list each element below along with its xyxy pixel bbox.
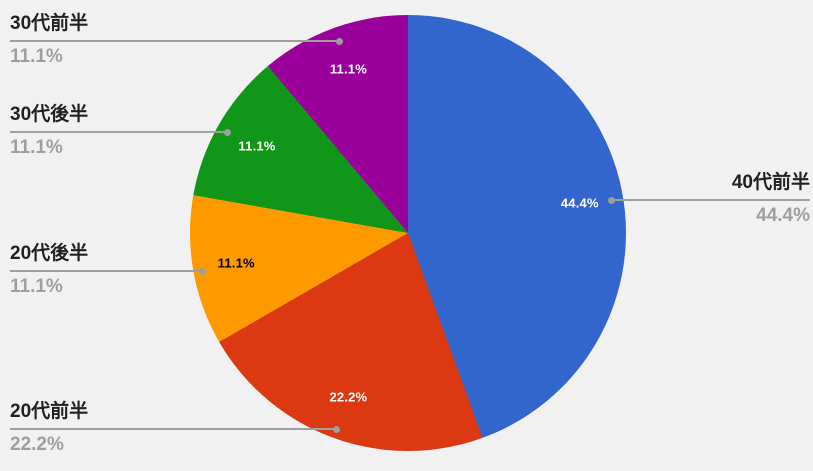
callout-percent: 11.1% <box>10 137 63 158</box>
leader-dot <box>336 37 343 45</box>
leader-line <box>10 128 231 136</box>
callout-label: 20代前半 <box>10 401 89 422</box>
leader-line <box>10 267 206 275</box>
pie: 44.4% 22.2% 11.1% 11.1% 11.1% <box>190 15 626 451</box>
slice-pct-label-40s-early: 44.4% <box>560 195 599 211</box>
callout-30s-late: 30代後半 11.1% <box>10 103 231 160</box>
callout-label: 30代前半 <box>10 13 89 34</box>
leader-dot <box>608 196 615 204</box>
callout-label: 30代後半 <box>10 104 89 125</box>
callout-percent: 22.2% <box>10 434 64 455</box>
callout-percent: 11.1% <box>10 46 63 67</box>
slice-pct-label-20s-late: 11.1% <box>217 255 255 271</box>
slice-pct-label-30s-early: 11.1% <box>329 61 367 77</box>
leader-dot <box>224 128 231 136</box>
callout-40s-early: 40代前半 44.4% <box>608 171 810 228</box>
leader-line <box>608 196 810 204</box>
callout-label: 40代前半 <box>731 172 810 193</box>
slice-pct-label-30s-late: 11.1% <box>238 138 276 154</box>
leader-dot <box>199 267 206 275</box>
leader-dot <box>333 425 340 433</box>
slice-pct-label-20s-early: 22.2% <box>329 389 368 405</box>
callout-percent: 44.4% <box>756 205 810 226</box>
leader-line <box>10 425 340 433</box>
leader-line <box>10 37 343 45</box>
callout-percent: 11.1% <box>10 276 63 297</box>
callout-20s-late: 20代後半 11.1% <box>10 242 206 299</box>
callout-20s-early: 20代前半 22.2% <box>10 400 340 457</box>
callout-label: 20代後半 <box>10 243 89 264</box>
callout-30s-early: 30代前半 11.1% <box>10 12 343 69</box>
